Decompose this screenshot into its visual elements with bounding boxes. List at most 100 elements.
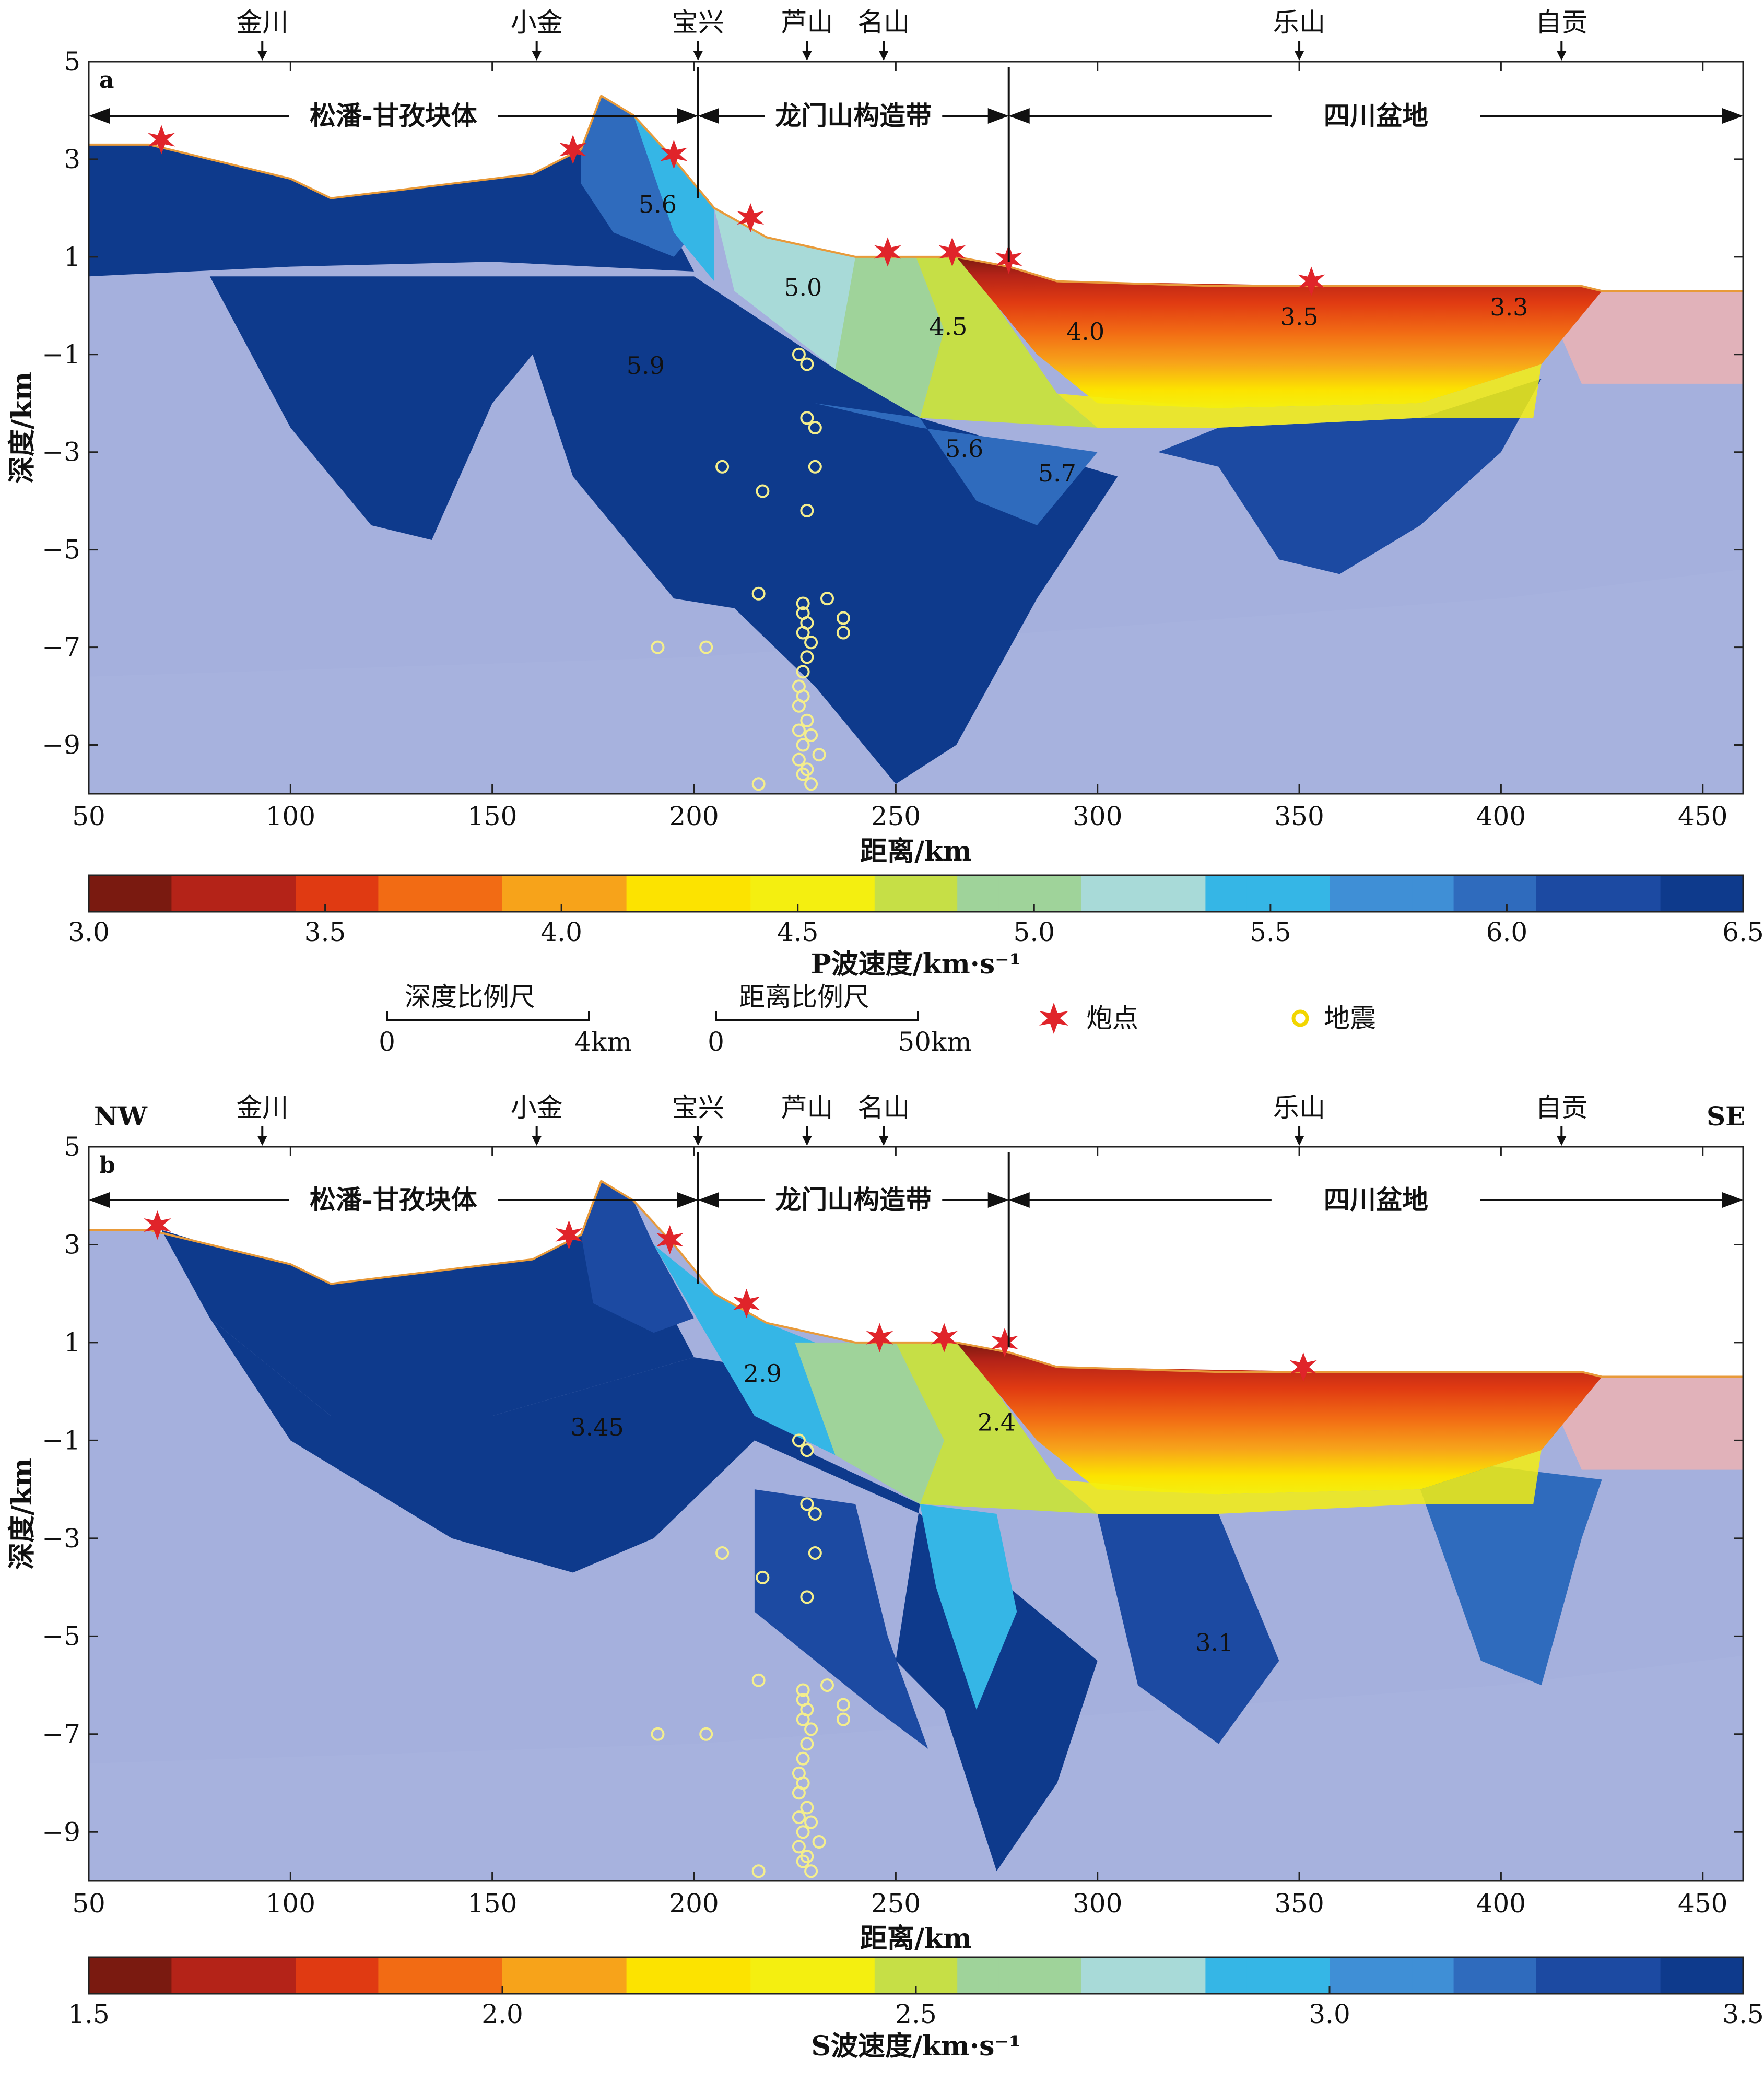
region-arrow-sichuan-head-left [1008, 108, 1030, 124]
colorbar-cell [1330, 875, 1371, 912]
panel-letter: b [99, 1152, 115, 1179]
colorbar-cell [750, 875, 792, 912]
shot-star [660, 139, 688, 169]
earthquake-marker [792, 347, 806, 361]
shot-star [656, 1225, 684, 1255]
earthquake-marker [836, 1712, 850, 1726]
colorbar-cell [1330, 1957, 1371, 1994]
colorbar-cell [1164, 1957, 1206, 1994]
velocity-contour-label: 5.7 [1038, 459, 1076, 487]
shot-star [874, 237, 901, 267]
y-tick-label: −7 [42, 1719, 80, 1749]
y-tick-label: 3 [64, 144, 80, 174]
colorbar-cell [1205, 875, 1248, 912]
y-tick-label: 5 [64, 1132, 80, 1162]
location-label: 小金 [511, 1092, 563, 1123]
location-label: 宝兴 [672, 1092, 724, 1123]
colorbar-cell [998, 1957, 1041, 1994]
earthquake-marker [796, 665, 810, 679]
east-lobe-2 [1360, 1465, 1602, 1686]
basin-sediments [956, 1342, 1602, 1495]
earthquake-marker [796, 596, 810, 610]
colorbar-tick-label: 2.0 [481, 1999, 523, 2029]
colorbar-cell [1495, 1957, 1537, 1994]
location-label: 自贡 [1535, 1092, 1587, 1123]
colorbar-cell [544, 1957, 585, 1994]
region-arrow-sichuan-head-right [1722, 108, 1743, 124]
shot-star [148, 125, 175, 155]
x-tick-label: 250 [871, 1888, 921, 1919]
shot-point-marker [555, 1220, 583, 1250]
y-tick-label: −9 [42, 730, 80, 760]
colorbar-cell [502, 1957, 544, 1994]
y-tick-label: −5 [42, 535, 80, 565]
velocity-contour-label: 3.5 [1280, 303, 1318, 331]
colorbar-cell [957, 1957, 999, 1994]
earthquake-marker [756, 1570, 770, 1584]
colorbar-cell [89, 875, 131, 912]
colorbar-cell [544, 875, 585, 912]
region-arrow-longmenshan-head-right [987, 108, 1009, 124]
colorbar-cell [1412, 1957, 1454, 1994]
x-tick-label: 350 [1274, 1888, 1324, 1919]
earthquake-marker [812, 748, 826, 762]
earthquake-marker [715, 460, 730, 474]
topography-line [89, 1179, 1743, 1378]
colorbar-cell [667, 875, 710, 912]
x-tick-label: 450 [1678, 1888, 1727, 1919]
y-axis-title: 深度/km [6, 372, 38, 484]
earthquake-marker [796, 1712, 810, 1726]
earthquake-marker [796, 1751, 810, 1766]
location-arrow-head [802, 51, 812, 61]
x-tick-label: 250 [871, 801, 921, 831]
colorbar-cell [1453, 1957, 1496, 1994]
location-label: 芦山 [781, 7, 833, 38]
velocity-contour-label: 3.3 [1490, 293, 1528, 321]
colorbar-cell [461, 1957, 503, 1994]
colorbar-cell [1246, 875, 1289, 912]
colorbar-cell [585, 1957, 627, 1994]
shot-point-marker [931, 1323, 958, 1352]
x-axis-title: 距离/km [860, 836, 972, 867]
colorbar-cell [89, 1957, 131, 1994]
basin-lower-band [1057, 364, 1542, 428]
colorbar-tick-label: 6.0 [1486, 917, 1528, 947]
location-label: 自贡 [1535, 7, 1587, 38]
colorbar-cell [1371, 1957, 1413, 1994]
colorbar-cell [792, 875, 834, 912]
location-label: 金川 [236, 1092, 288, 1123]
x-tick-label: 50 [72, 801, 105, 831]
depth-scale-label: 深度比例尺 [405, 982, 535, 1012]
root-lobe [754, 1489, 928, 1749]
region-label-bg [289, 1180, 498, 1220]
x-tick-label: 300 [1073, 1888, 1122, 1919]
region-label: 龙门山构造带 [775, 100, 932, 131]
peak-wedge [581, 1181, 694, 1333]
wedge-lime [896, 1342, 1098, 1514]
panel-body: 2.9 3.45 2.4 3.1 [89, 1147, 1743, 1881]
location-arrow-head [879, 51, 889, 61]
colorbar-cell [585, 875, 627, 912]
location-label: 乐山 [1273, 1092, 1325, 1123]
location-arrow-head [693, 51, 703, 61]
earthquake-marker [796, 767, 810, 781]
colorbar-cell [626, 875, 668, 912]
colorbar-cell [957, 875, 999, 912]
colorbar-cell [337, 1957, 379, 1994]
shot-star [144, 1210, 171, 1240]
cyan-tongue [920, 1504, 1017, 1710]
colorbar-cell [378, 1957, 420, 1994]
plot-frame [88, 61, 1744, 795]
shot-star [733, 1288, 760, 1318]
east-pale-band [1541, 1377, 1743, 1470]
colorbar-cell [626, 1957, 668, 1994]
colorbar-cell [1371, 875, 1413, 912]
y-tick-label: 1 [64, 242, 80, 272]
y-tick-label: −3 [42, 437, 80, 467]
colorbar-cell [502, 875, 544, 912]
orientation-right: SE [1707, 1101, 1745, 1132]
earthquake-marker [751, 777, 766, 791]
colorbar-cell [1578, 1957, 1619, 1994]
velocity-contour-label: 2.4 [978, 1408, 1016, 1437]
colorbar-cell [254, 1957, 296, 1994]
